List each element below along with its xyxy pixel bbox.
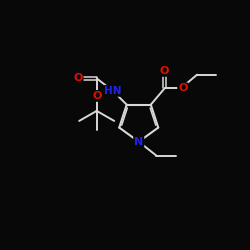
- Text: N: N: [134, 137, 143, 147]
- Text: O: O: [92, 91, 102, 101]
- Text: HN: HN: [104, 86, 122, 96]
- Text: O: O: [73, 74, 83, 84]
- Text: H: H: [108, 85, 116, 95]
- Text: O: O: [178, 84, 188, 94]
- Text: O: O: [160, 66, 169, 76]
